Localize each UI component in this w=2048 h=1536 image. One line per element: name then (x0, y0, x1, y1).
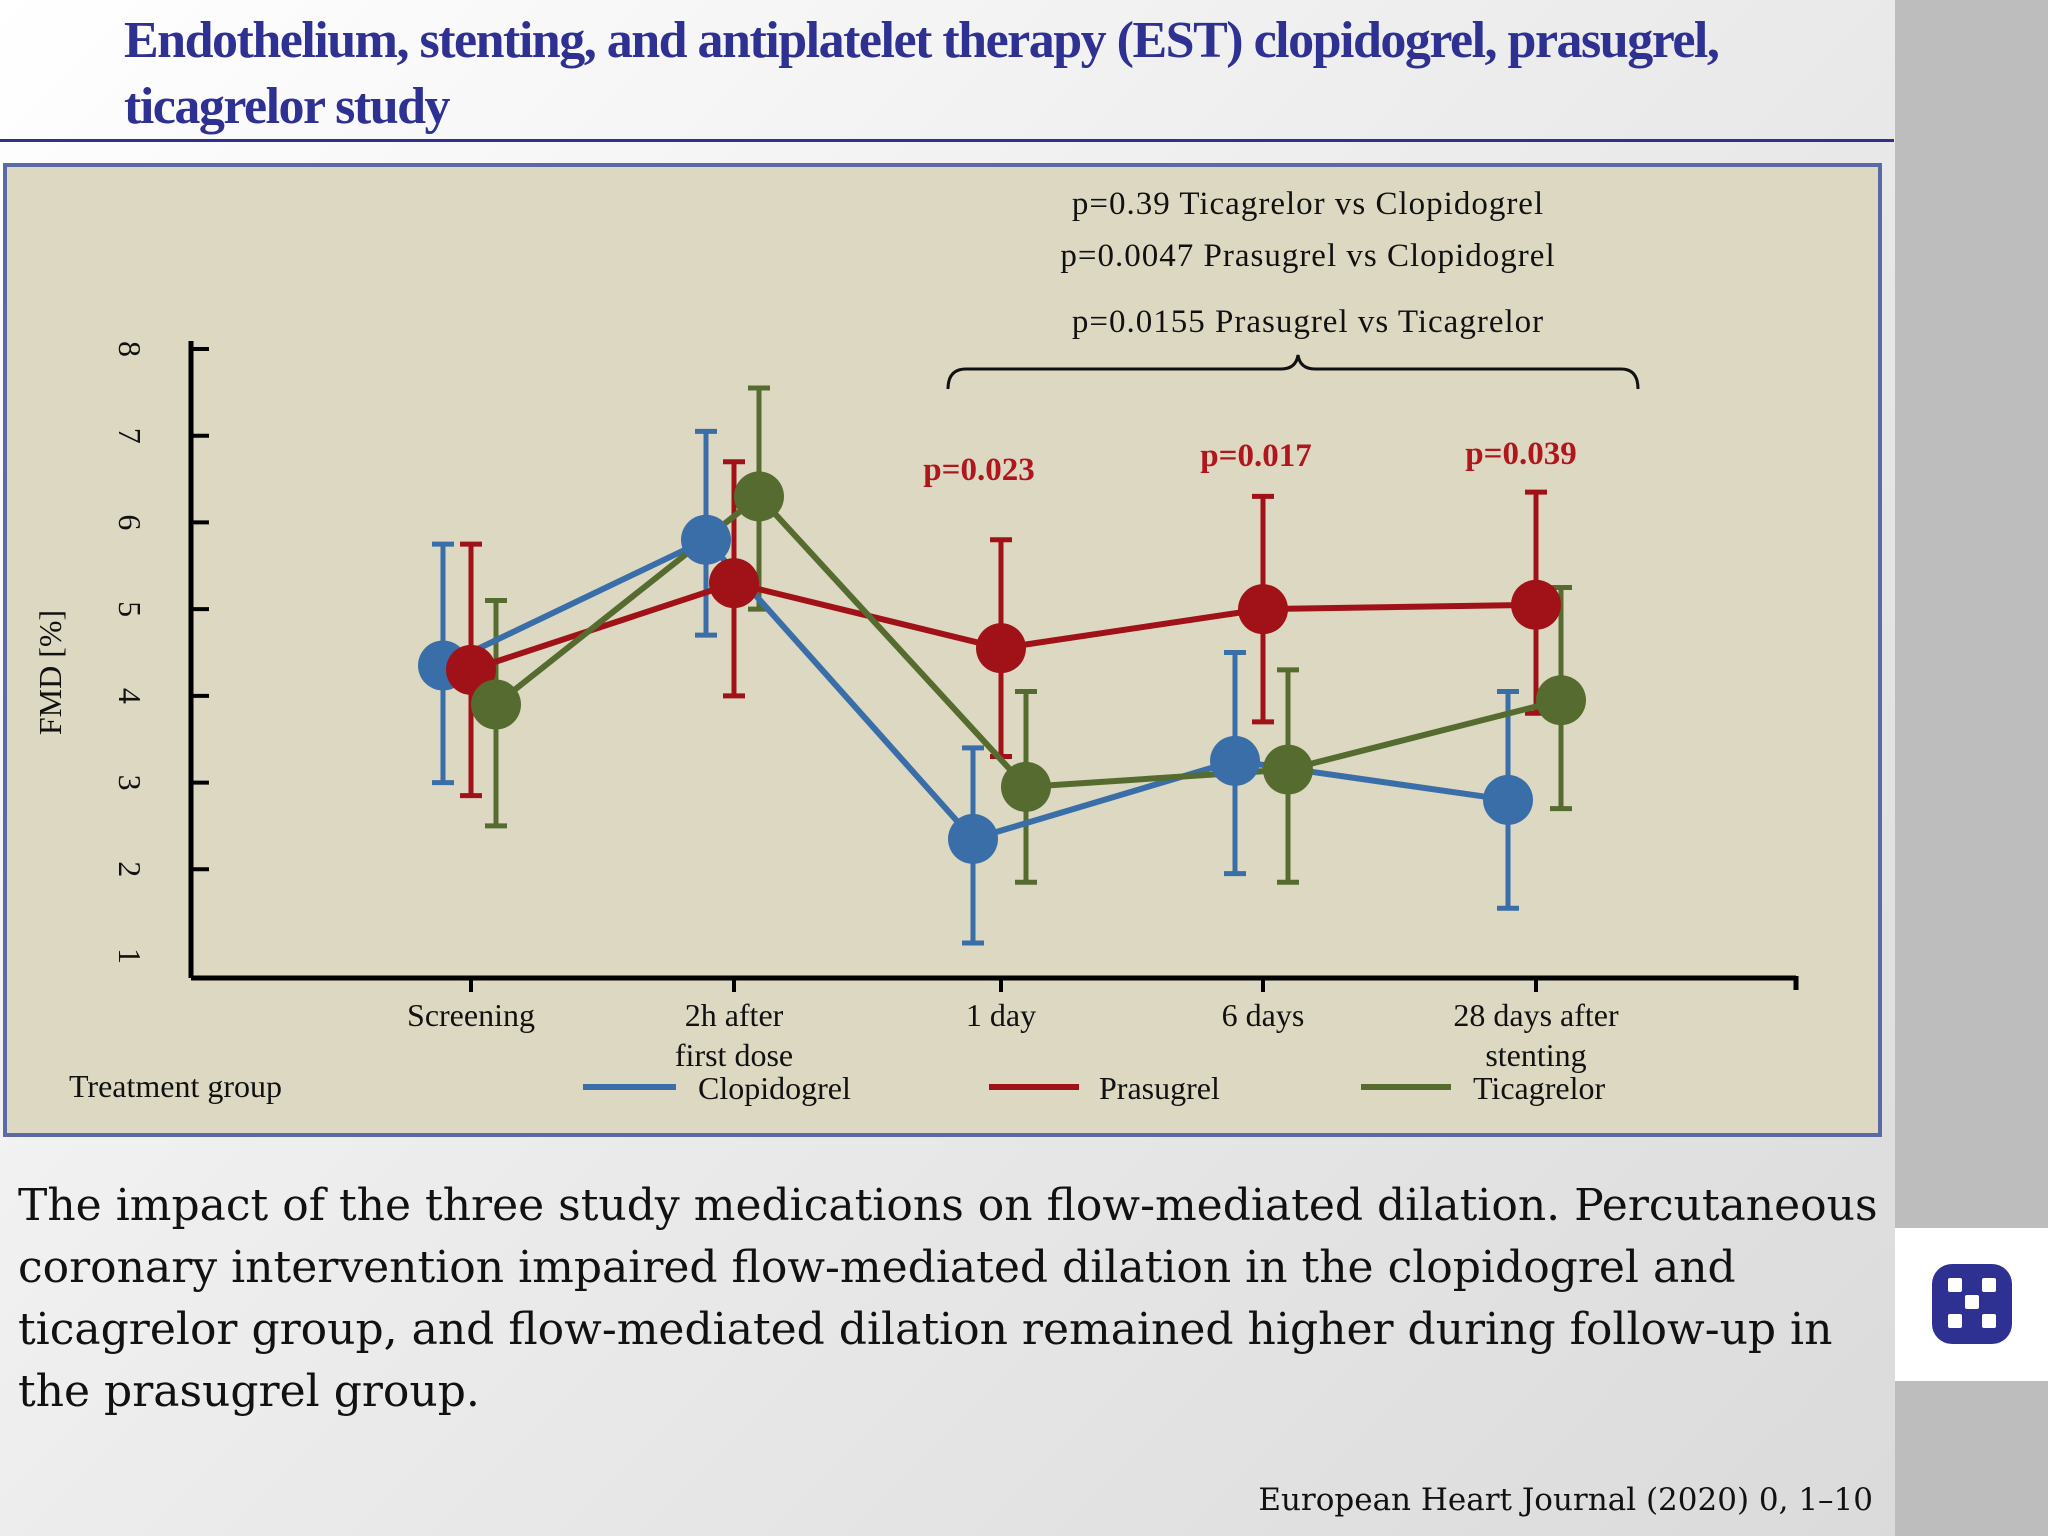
data-point-clopidogrel (681, 514, 731, 565)
data-point-clopidogrel (1210, 735, 1260, 786)
legend-label-ticagrelor: Ticagrelor (1473, 1070, 1605, 1106)
data-point-prasugrel (1238, 584, 1288, 635)
citation: European Heart Journal (2020) 0, 1–10 (1258, 1482, 1873, 1518)
y-tick-label: 2 (112, 861, 148, 877)
legend-label-prasugrel: Prasugrel (1099, 1070, 1220, 1106)
checker-square-icon (1932, 1264, 2012, 1344)
x-tick-label: Screening (407, 997, 535, 1033)
x-tick-label-line2: stenting (1485, 1037, 1586, 1073)
figure-caption: The impact of the three study medication… (18, 1180, 1878, 1417)
data-point-prasugrel (1511, 579, 1561, 630)
timepoint-p-annotation: p=0.023 (923, 452, 1034, 488)
chart-background (3, 163, 1882, 1137)
data-point-ticagrelor (1001, 761, 1051, 812)
y-axis-label: FMD [%] (32, 610, 68, 735)
data-point-clopidogrel (1483, 774, 1533, 825)
overall-p-annotation: p=0.0155 Prasugrel vs Ticagrelor (1072, 304, 1544, 340)
y-tick-label: 7 (112, 428, 148, 444)
chart-legend: Treatment group Clopidogrel Prasugrel Ticag… (69, 1068, 1605, 1106)
series-markers (418, 471, 1586, 864)
legend-label-clopidogrel: Clopidogrel (698, 1070, 851, 1106)
data-point-prasugrel (976, 623, 1026, 674)
overall-p-annotation: p=0.39 Ticagrelor vs Clopidogrel (1072, 186, 1544, 222)
data-point-prasugrel (446, 644, 496, 695)
fmd-chart: 1 2 3 4 5 6 7 8 FMD [%] Screening 2h after first do… (3, 163, 1882, 1137)
x-tick-label-line2: first dose (675, 1037, 793, 1073)
y-tick-label: 4 (112, 688, 148, 704)
data-point-ticagrelor (1536, 675, 1586, 726)
title-divider (0, 139, 1894, 142)
y-tick-label: 3 (112, 775, 148, 791)
chart-axes: 1 2 3 4 5 6 7 8 FMD [%] Screening 2h after first do… (32, 341, 1799, 1073)
comparison-brace (946, 354, 1640, 390)
chart-annotations: p=0.39 Ticagrelor vs Clopidogrel p=0.0047… (923, 186, 1640, 488)
data-point-ticagrelor (1263, 744, 1313, 795)
data-point-prasugrel (709, 558, 759, 609)
timepoint-p-annotation: p=0.017 (1200, 438, 1311, 474)
x-tick-label: 28 days after (1453, 997, 1619, 1033)
slide-title: Endothelium, stenting, and antiplatelet … (124, 12, 1720, 135)
data-point-ticagrelor (471, 679, 521, 730)
data-point-clopidogrel (948, 813, 998, 864)
y-tick-label: 8 (112, 341, 148, 357)
x-tick-label: 2h after (685, 997, 784, 1033)
y-tick-label: 5 (112, 601, 148, 617)
y-tick-label: 1 (112, 948, 148, 964)
overall-p-annotation: p=0.0047 Prasugrel vs Clopidogrel (1060, 238, 1555, 274)
logo-box (1895, 1228, 2048, 1381)
y-tick-label: 6 (112, 514, 148, 530)
data-point-ticagrelor (734, 471, 784, 522)
x-tick-label: 1 day (966, 997, 1036, 1033)
legend-title: Treatment group (69, 1068, 282, 1104)
timepoint-p-annotation: p=0.039 (1465, 436, 1576, 472)
x-tick-label: 6 days (1222, 997, 1305, 1033)
